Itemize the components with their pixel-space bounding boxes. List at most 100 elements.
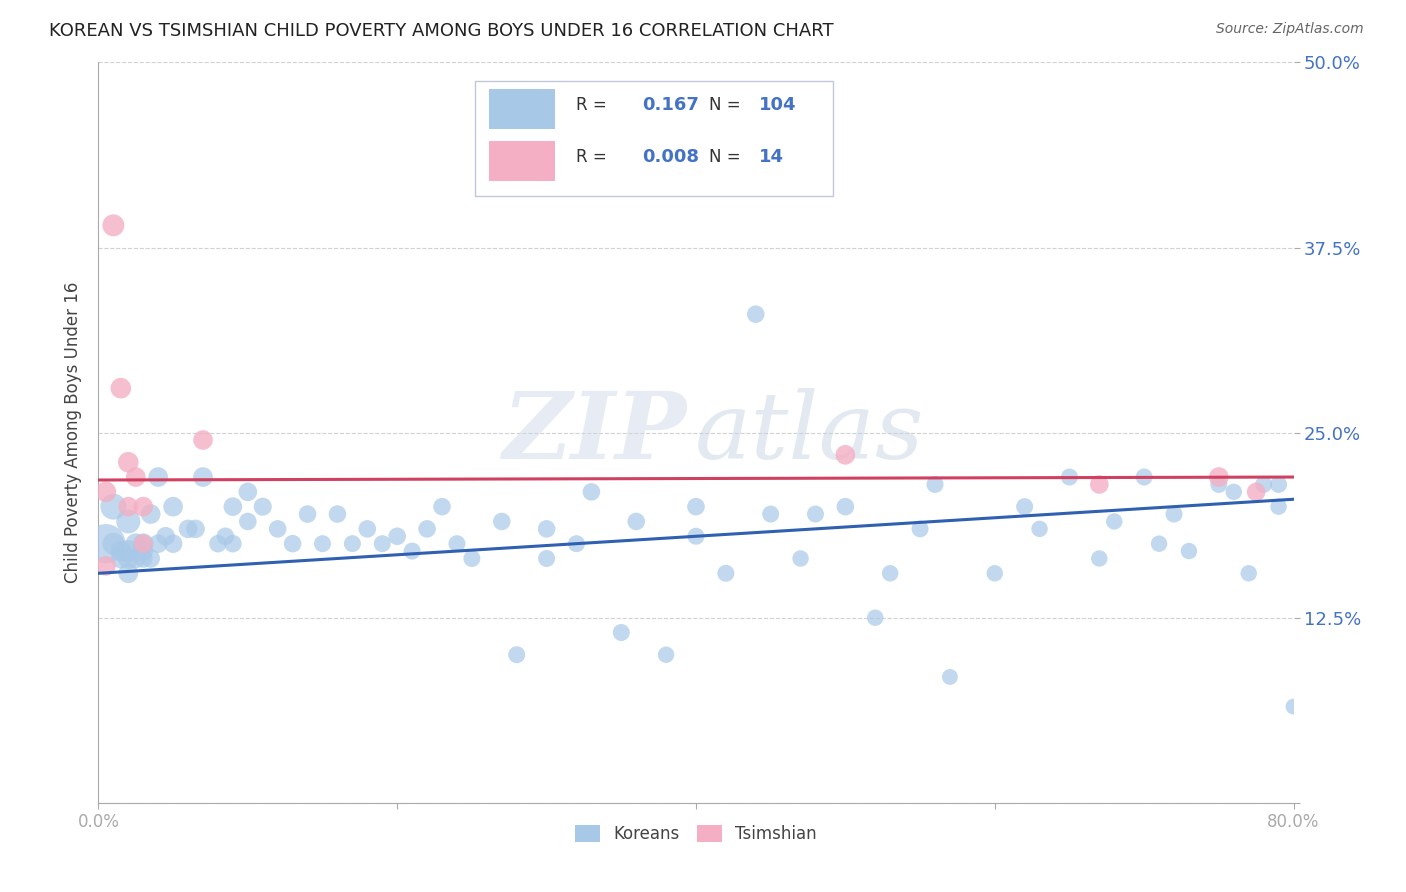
Point	[117, 566, 139, 581]
Point	[1267, 500, 1289, 514]
Point	[132, 500, 155, 514]
Point	[117, 500, 139, 514]
Point	[491, 515, 513, 529]
Point	[103, 536, 125, 550]
Point	[461, 551, 484, 566]
Point	[536, 551, 558, 566]
Point	[401, 544, 423, 558]
Point	[117, 515, 139, 529]
Point	[155, 529, 177, 543]
Point	[834, 500, 856, 514]
Point	[148, 536, 170, 550]
Point	[759, 507, 782, 521]
Point	[430, 500, 453, 514]
Point	[1267, 477, 1289, 491]
Point	[804, 507, 827, 521]
Point	[565, 536, 588, 550]
Point	[132, 544, 155, 558]
Point	[789, 551, 811, 566]
Text: R =: R =	[576, 96, 607, 114]
Point	[626, 515, 648, 529]
Point	[103, 500, 125, 514]
Point	[94, 558, 117, 573]
Point	[222, 500, 245, 514]
Text: Source: ZipAtlas.com: Source: ZipAtlas.com	[1216, 22, 1364, 37]
Point	[1208, 477, 1230, 491]
Point	[94, 484, 117, 499]
Point	[191, 433, 214, 447]
Point	[110, 544, 132, 558]
Point	[342, 536, 364, 550]
FancyBboxPatch shape	[489, 141, 555, 181]
Point	[125, 470, 148, 484]
Point	[1088, 477, 1111, 491]
Point	[685, 529, 707, 543]
Text: N =: N =	[709, 148, 741, 166]
Text: 0.008: 0.008	[643, 148, 699, 166]
Point	[281, 536, 304, 550]
Point	[110, 551, 132, 566]
Point	[1253, 477, 1275, 491]
Point	[94, 536, 117, 550]
Point	[865, 610, 887, 624]
Point	[714, 566, 737, 581]
Point	[984, 566, 1007, 581]
Point	[252, 500, 274, 514]
Point	[1282, 699, 1305, 714]
Point	[1104, 515, 1126, 529]
Point	[655, 648, 678, 662]
Point	[371, 536, 394, 550]
Point	[117, 544, 139, 558]
Point	[1208, 470, 1230, 484]
Point	[132, 536, 155, 550]
Point	[184, 522, 207, 536]
Point	[908, 522, 931, 536]
Point	[745, 307, 768, 321]
Point	[236, 484, 259, 499]
Point	[356, 522, 378, 536]
Point	[222, 536, 245, 550]
Text: 14: 14	[759, 148, 785, 166]
Point	[139, 551, 162, 566]
Text: N =: N =	[709, 96, 741, 114]
Point	[536, 522, 558, 536]
Text: 104: 104	[759, 96, 797, 114]
Point	[446, 536, 468, 550]
Point	[1133, 470, 1156, 484]
Point	[117, 455, 139, 469]
Point	[1014, 500, 1036, 514]
Point	[207, 536, 229, 550]
Point	[416, 522, 439, 536]
Text: ZIP: ZIP	[502, 388, 686, 477]
Point	[834, 448, 856, 462]
Point	[132, 536, 155, 550]
Text: KOREAN VS TSIMSHIAN CHILD POVERTY AMONG BOYS UNDER 16 CORRELATION CHART: KOREAN VS TSIMSHIAN CHILD POVERTY AMONG …	[49, 22, 834, 40]
Point	[685, 500, 707, 514]
Point	[939, 670, 962, 684]
Point	[311, 536, 333, 550]
Text: 0.167: 0.167	[643, 96, 699, 114]
Legend: Koreans, Tsimshian: Koreans, Tsimshian	[568, 819, 824, 850]
Point	[610, 625, 633, 640]
Point	[506, 648, 529, 662]
Text: atlas: atlas	[695, 388, 924, 477]
Point	[139, 507, 162, 521]
Point	[177, 522, 200, 536]
Point	[1028, 522, 1050, 536]
FancyBboxPatch shape	[475, 81, 834, 195]
Point	[125, 536, 148, 550]
Point	[297, 507, 319, 521]
Point	[236, 515, 259, 529]
Point	[581, 484, 603, 499]
Y-axis label: Child Poverty Among Boys Under 16: Child Poverty Among Boys Under 16	[63, 282, 82, 583]
Point	[326, 507, 349, 521]
Point	[148, 470, 170, 484]
Point	[110, 381, 132, 395]
Point	[267, 522, 290, 536]
Point	[117, 551, 139, 566]
Point	[1244, 484, 1267, 499]
Point	[1178, 544, 1201, 558]
Point	[1163, 507, 1185, 521]
Point	[1147, 536, 1170, 550]
Point	[125, 551, 148, 566]
